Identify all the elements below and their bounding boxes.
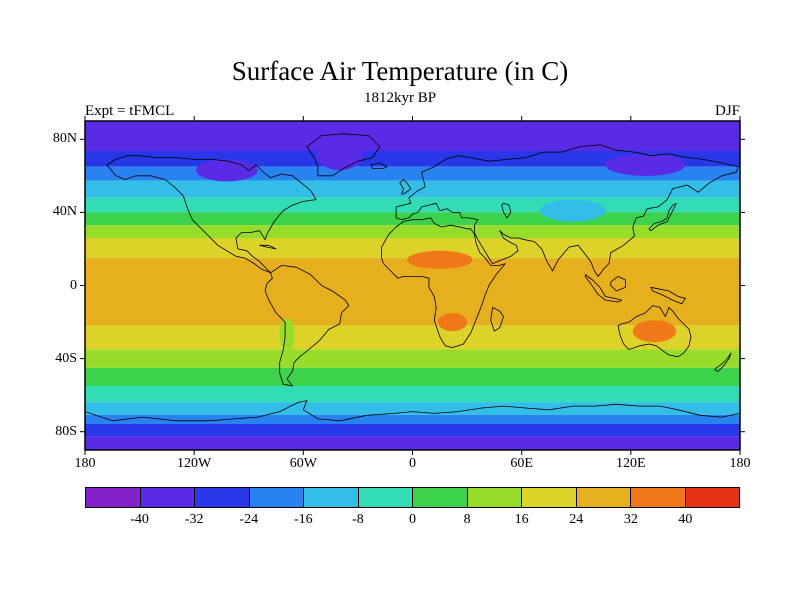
coastline-south-america xyxy=(264,264,350,387)
coastline-borneo xyxy=(610,275,626,292)
lon-tick-label: 180 xyxy=(74,456,96,471)
axis-ticks xyxy=(80,116,745,455)
colorbar-segment xyxy=(575,488,630,507)
temp-band xyxy=(85,197,740,213)
lon-tick-label: 60E xyxy=(510,456,533,471)
anomaly-australia-warm xyxy=(632,320,677,343)
colorbar-tick-label: -24 xyxy=(239,512,259,527)
temp-band xyxy=(85,414,740,424)
colorbar-tick-label: 16 xyxy=(514,512,529,527)
lon-tick-label: 120W xyxy=(177,456,212,471)
colorbar-tick-label: 40 xyxy=(678,512,693,527)
colorbar-segment xyxy=(357,488,412,507)
coastline-british-isles xyxy=(399,179,412,195)
colorbar-segment xyxy=(630,488,685,507)
lat-tick-label: 80S xyxy=(55,423,77,439)
coastline-sumatra-java xyxy=(584,274,623,303)
lon-tick-label: 60W xyxy=(289,456,317,471)
colorbar-segment xyxy=(248,488,303,507)
coastline-cuba xyxy=(259,244,277,250)
coastline-greenland xyxy=(306,133,381,177)
colorbar-tick-label: -8 xyxy=(352,512,364,527)
coastline-japan xyxy=(648,202,677,232)
coastline-layer xyxy=(84,133,741,451)
season-label: DJF xyxy=(714,103,740,119)
temp-band xyxy=(85,258,740,326)
temp-band xyxy=(85,121,740,151)
temp-band xyxy=(85,325,740,350)
colorbar-segment xyxy=(466,488,521,507)
colorbar xyxy=(85,487,740,508)
coastline-caspian-sea xyxy=(501,202,512,219)
colorbar-segment xyxy=(412,488,467,507)
coastline-eurasia xyxy=(395,144,739,277)
colorbar-tick-label: 8 xyxy=(463,512,471,527)
lon-tick-label: 120E xyxy=(616,456,646,471)
coastline-north-america xyxy=(106,155,317,274)
map-frame xyxy=(84,120,741,451)
temp-band xyxy=(85,367,740,387)
anomaly-patches xyxy=(196,137,686,352)
colorbar-tick-label: 0 xyxy=(409,512,416,527)
coastline-new-guinea xyxy=(650,286,686,305)
temp-band xyxy=(85,424,740,437)
lat-tick-label: 40S xyxy=(55,350,77,366)
colorbar-tick-label: 24 xyxy=(569,512,584,527)
coastline-australia xyxy=(617,305,692,358)
lon-tick-label: 0 xyxy=(409,456,416,471)
anomaly-andes-cool xyxy=(279,318,295,352)
temp-band xyxy=(85,349,740,368)
colorbar-segment xyxy=(521,488,576,507)
coastline-antarctica xyxy=(84,400,741,451)
lat-tick-label: 0 xyxy=(70,277,77,293)
coastline-new-zealand xyxy=(714,352,732,372)
lon-tick-label: 180 xyxy=(729,456,751,471)
temp-band xyxy=(85,386,740,403)
temp-band xyxy=(85,436,740,450)
colorbar-tick-label: -40 xyxy=(130,512,149,527)
anomaly-central-asia-cold xyxy=(539,199,606,222)
experiment-label: Expt = tFMCL xyxy=(85,103,175,119)
colorbar-segment xyxy=(139,488,194,507)
coastline-madagascar xyxy=(490,306,504,332)
anomaly-ne-siberia-cold xyxy=(605,153,686,176)
colorbar-tick-label: -32 xyxy=(184,512,204,527)
anomaly-sahara-warm xyxy=(407,250,473,269)
lat-tick-label: 80N xyxy=(52,131,77,147)
anomaly-north-canada-cold xyxy=(196,159,258,182)
plot-subtitle: 1812kyr BP xyxy=(363,90,437,106)
temp-band xyxy=(85,225,740,239)
temp-band xyxy=(85,402,740,415)
anomaly-greenland-cold xyxy=(316,137,364,171)
colorbar-tick-label: -16 xyxy=(293,512,313,527)
plot-title: Surface Air Temperature (in C) xyxy=(231,56,569,86)
temp-band xyxy=(85,180,740,198)
coastline-africa xyxy=(381,217,506,349)
colorbar-segment xyxy=(684,488,739,507)
temperature-map xyxy=(80,116,745,455)
anomaly-kalahari-warm xyxy=(437,313,468,332)
coastline-iceland xyxy=(370,162,388,169)
colorbar-tick-label: 32 xyxy=(623,512,638,527)
colorbar-segment xyxy=(194,488,249,507)
colorbar-segment xyxy=(86,488,140,507)
colorbar-segment xyxy=(303,488,358,507)
lat-tick-label: 40N xyxy=(52,204,77,220)
